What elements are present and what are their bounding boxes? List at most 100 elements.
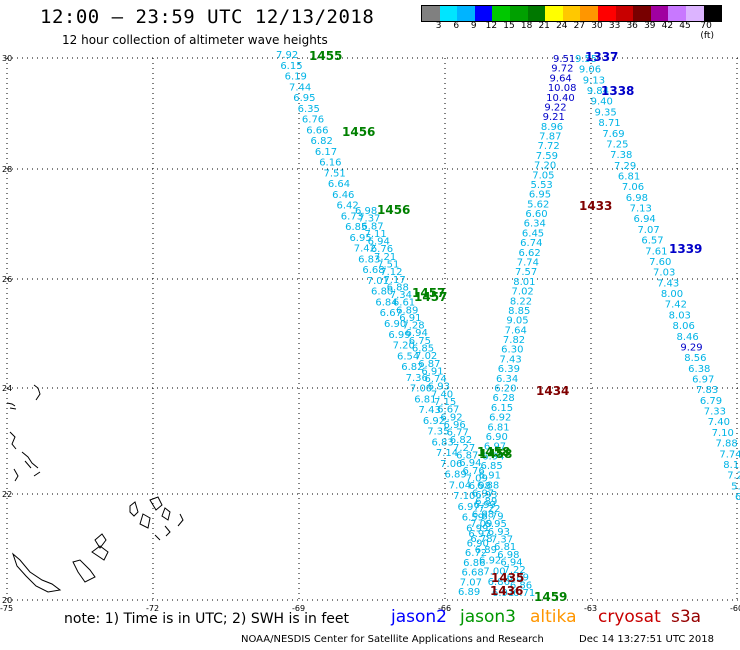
map-title: 12:00 – 23:59 UTC 12/13/2018	[40, 6, 375, 28]
swh-value-track-b: 7.09	[466, 473, 488, 484]
swh-value-track-d: 7.29	[614, 161, 636, 172]
scale-label: 70 (ft)	[700, 21, 714, 41]
swh-value-track-b: 6.74	[425, 374, 447, 385]
scale-swatch	[545, 6, 563, 21]
swh-value-track-c: 6.74	[520, 238, 542, 249]
swh-value-track-b: 6.88	[387, 282, 409, 293]
swh-value-track-d: 8.13	[723, 460, 740, 471]
swh-value-track-b: 6.93	[488, 527, 510, 538]
swh-value-track-c: 6.34	[496, 374, 518, 385]
swh-value-track-c: 6.45	[522, 228, 544, 239]
swh-value-track-b: 6.71	[513, 588, 535, 599]
swh-value-track-a: 6.99	[466, 523, 488, 534]
swh-value-track-d: 6.93	[735, 492, 740, 503]
swh-value-track-b: 7.22	[478, 504, 500, 515]
scale-label: 30	[591, 21, 603, 31]
swh-value-track-b: 7.17	[383, 275, 405, 286]
swh-value-track-d: 7.83	[696, 385, 718, 396]
swh-value-track-b: 6.95	[485, 519, 507, 530]
swh-value-track-c: 10.08	[548, 83, 577, 94]
swh-value-track-c: 7.87	[539, 132, 561, 143]
swh-value-track-b: 7.34	[390, 290, 412, 301]
swh-value-track-d: 7.13	[630, 204, 652, 215]
swh-value-track-d: 8.03	[669, 310, 691, 321]
swh-value-track-c: 8.01	[513, 277, 535, 288]
pass-time-label: 1456	[377, 203, 410, 217]
pass-time-label: 1457	[414, 290, 447, 304]
swh-value-track-c: 6.97	[468, 529, 490, 540]
swh-value-track-d: 8.46	[676, 332, 698, 343]
swh-value-track-c: 6.91	[479, 471, 501, 482]
pass-time-label: 1458	[477, 445, 510, 459]
swh-value-track-a: 6.95	[293, 93, 315, 104]
swh-value-track-a: 7.43	[419, 405, 441, 416]
swh-value-track-a: 6.90	[384, 319, 406, 330]
swh-value-track-b: 6.67	[437, 405, 459, 416]
swh-value-track-c: 6.28	[493, 393, 515, 404]
swh-value-track-a: 7.35	[427, 427, 449, 438]
swh-value-track-a: 6.76	[302, 115, 324, 126]
scale-swatch	[597, 6, 616, 21]
swh-value-track-d: 9.84	[587, 86, 609, 97]
swh-value-track-d: 9.13	[583, 75, 605, 86]
scale-label: 24	[556, 21, 568, 31]
swh-value-track-c: 7.57	[515, 267, 537, 278]
pass-time-label: 1455	[309, 49, 342, 63]
scale-swatch	[492, 6, 510, 21]
axis-labels: 30 28 26 24 22 20-75 -72 -69 -66 -63 -60	[0, 54, 740, 613]
swh-value-track-d: 7.07	[637, 225, 659, 236]
swh-value-track-b: 6.94	[406, 328, 428, 339]
swh-value-track-c: 6.62	[518, 248, 540, 259]
scale-swatch	[685, 6, 704, 21]
swh-value-track-a: 6.97	[457, 502, 479, 513]
swh-value-track-b: 6.75	[409, 336, 431, 347]
legend-s3a: s3a	[671, 607, 702, 627]
swh-value-track-c: 6.30	[501, 345, 523, 356]
legend-cryosat: cryosat	[598, 607, 661, 627]
scale-swatch	[439, 6, 458, 21]
swh-value-track-a: 6.68	[362, 265, 384, 276]
swh-value-track-d: 9.29	[680, 342, 702, 353]
swh-value-track-b: 6.96	[443, 420, 465, 431]
scale-label: 36	[626, 21, 638, 31]
swh-value-track-c: 6.88	[477, 480, 499, 491]
swh-value-track-b: 7.51	[377, 259, 399, 270]
swh-value-track-c: 6.99	[474, 500, 496, 511]
scale-label: 45	[679, 21, 691, 31]
swh-value-track-a: 6.92	[479, 556, 501, 567]
swh-value-track-d: 7.25	[606, 139, 628, 150]
pass-time-label: 1457	[412, 286, 445, 300]
swh-value-track-c: 9.21	[543, 112, 565, 123]
scale-swatch	[457, 6, 475, 21]
swh-value-track-a: 6.66	[306, 125, 328, 136]
island-outline	[6, 402, 17, 410]
color-scale-labels: 3 6 9 12 15 18 21 24 27 30 33 36 39 42 45 70 (ft)	[421, 21, 731, 41]
swh-value-track-b: 7.37	[358, 214, 380, 225]
island-outline	[94, 533, 107, 549]
swh-value-track-c: 5.53	[531, 180, 553, 191]
swh-value-track-c: 6.90	[486, 432, 508, 443]
swh-value-track-b: 6.89	[507, 573, 529, 584]
island-outline	[11, 552, 62, 593]
map-frame	[7, 58, 740, 600]
swh-value-track-a: 6.42	[336, 201, 358, 212]
legend-jason2: jason2	[391, 607, 447, 627]
swh-value-track-b: 6.98	[469, 481, 491, 492]
legend-jason3: jason3	[460, 607, 516, 627]
scale-swatch	[422, 6, 440, 21]
swh-value-track-b: 6.89	[475, 496, 497, 507]
swh-value-track-c: 9.22	[544, 102, 566, 113]
scale-swatch	[615, 6, 634, 21]
swh-value-track-c: 7.20	[534, 161, 556, 172]
latitude-label: 26	[2, 275, 12, 284]
swh-value-track-d: 9.06	[579, 65, 601, 76]
swh-value-track-d: 7.42	[665, 300, 687, 311]
island-outline	[177, 513, 184, 527]
swh-value-track-b: 6.76	[371, 244, 393, 255]
swh-value-track-d: 8.00	[661, 289, 683, 300]
swh-value-track-c: 8.96	[541, 122, 563, 133]
swh-value-track-b: 7.28	[402, 321, 424, 332]
swh-value-track-d: 6.57	[641, 236, 663, 247]
swh-value-track-a: 7.20	[393, 341, 415, 352]
